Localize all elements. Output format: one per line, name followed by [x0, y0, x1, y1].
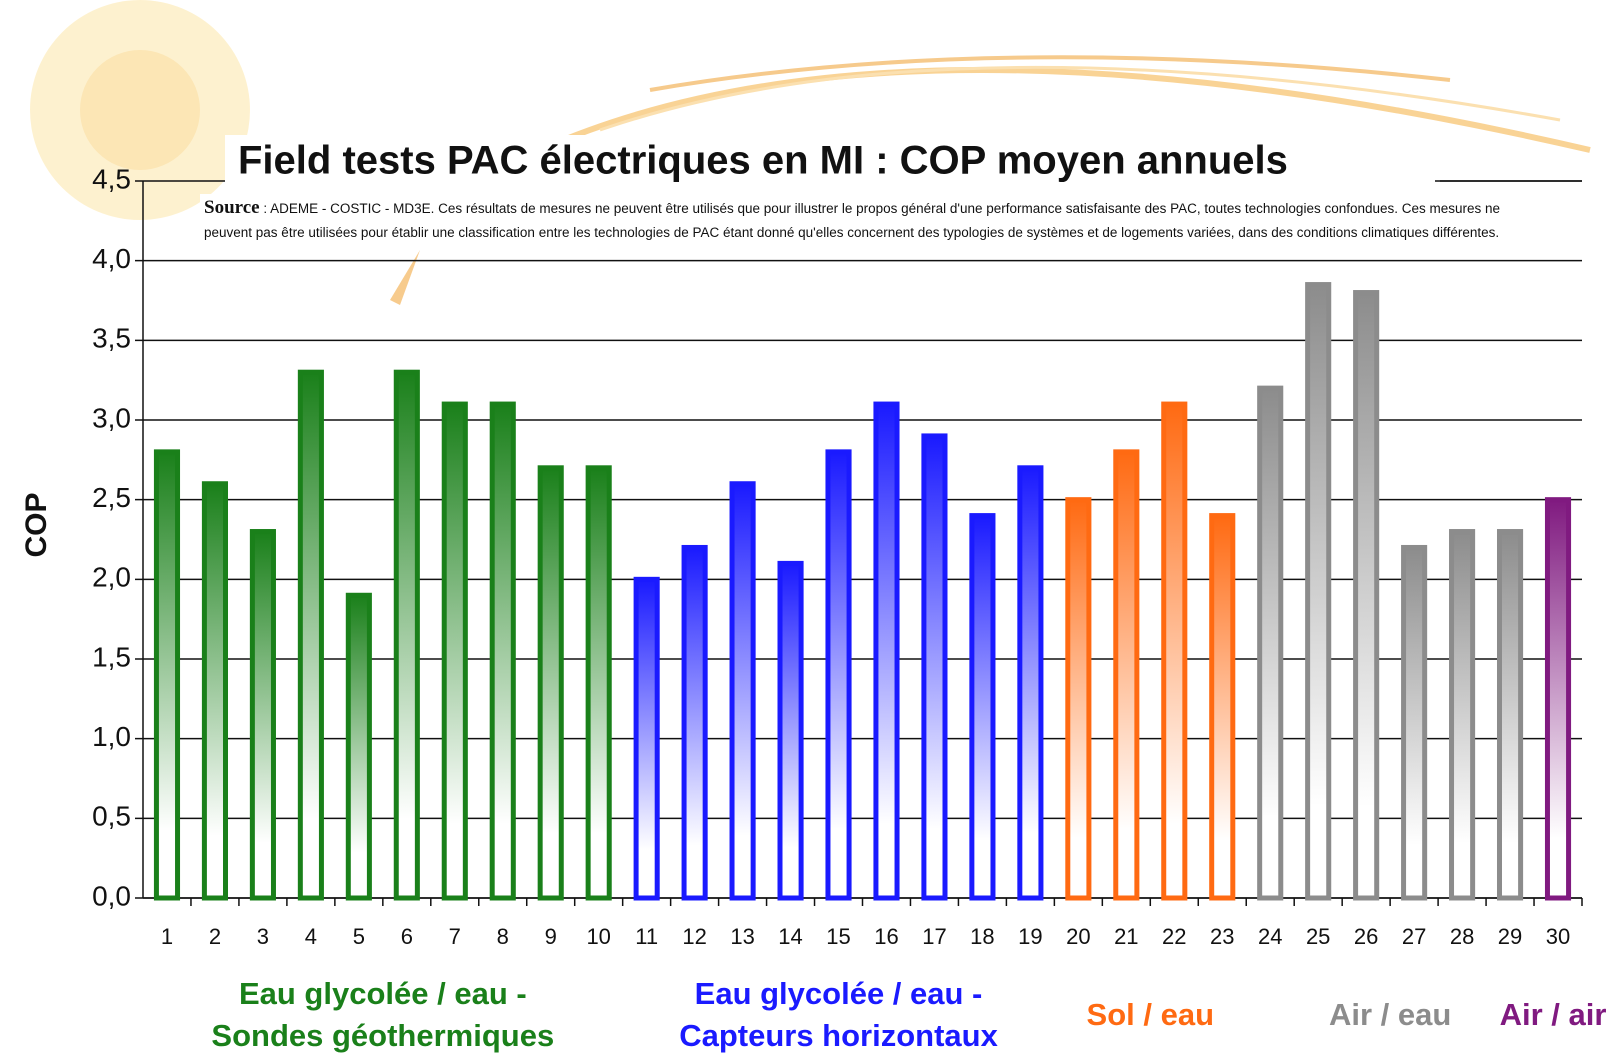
y-axis-label: COP	[20, 492, 53, 557]
y-tick-label: 1,5	[92, 641, 131, 672]
bar	[969, 513, 996, 901]
y-tick-label: 2,5	[92, 482, 131, 513]
y-tick-label: 2,0	[92, 562, 131, 593]
y-tick-label: 0,5	[92, 801, 131, 832]
x-tick-label: 6	[401, 924, 413, 949]
legend-label: Eau glycolée / eau - Sondes géothermique…	[211, 976, 555, 1053]
x-tick-label: 12	[682, 924, 706, 949]
decoration	[30, 0, 1591, 305]
bar	[1209, 513, 1236, 901]
bar	[1257, 385, 1284, 901]
bar	[777, 560, 804, 901]
y-tick-label: 4,5	[92, 163, 131, 194]
bar	[393, 369, 420, 901]
chart-title: Field tests PAC électriques en MI : COP …	[238, 139, 1288, 183]
y-tick-label: 3,5	[92, 323, 131, 354]
bar	[297, 369, 324, 901]
x-tick-label: 7	[449, 924, 461, 949]
x-tick-label: 14	[778, 924, 802, 949]
y-tick-label: 0,0	[92, 880, 131, 911]
x-tick-label: 17	[922, 924, 946, 949]
y-tick-label: 3,0	[92, 402, 131, 433]
legend-label: Air / eau	[1328, 997, 1452, 1032]
source-note: Source : ADEME - COSTIC - MD3E. Ces résu…	[200, 194, 1548, 247]
x-tick-label: 27	[1402, 924, 1426, 949]
x-tick-label: 24	[1258, 924, 1282, 949]
x-tick-label: 2	[209, 924, 221, 949]
bar	[1544, 497, 1572, 901]
bar	[537, 465, 564, 901]
title-backdrop	[225, 135, 1435, 190]
x-tick-label: 1	[161, 924, 173, 949]
bar	[1496, 529, 1524, 901]
y-tick-label: 1,0	[92, 721, 131, 752]
x-tick-label: 13	[730, 924, 754, 949]
legend-label: Eau glycolée / eau - Capteurs horizontau…	[679, 976, 998, 1053]
source-text: : ADEME - COSTIC - MD3E. Ces résultats d…	[204, 201, 1501, 240]
bar	[873, 401, 900, 901]
x-tick-label: 18	[970, 924, 994, 949]
x-tick-label: 8	[497, 924, 509, 949]
x-tick-label: 29	[1498, 924, 1522, 949]
bar	[1065, 497, 1092, 901]
source-label: Source	[204, 197, 260, 218]
legend-label: Sol / eau	[1086, 997, 1215, 1032]
bar	[681, 544, 708, 901]
x-tick-label: 5	[353, 924, 365, 949]
bar	[201, 481, 229, 901]
x-tick-label: 4	[305, 924, 317, 949]
bar	[1305, 282, 1332, 901]
bar	[1161, 401, 1188, 901]
bar	[153, 449, 181, 901]
bar	[921, 433, 948, 901]
x-tick-label: 20	[1066, 924, 1090, 949]
x-tick-label: 25	[1306, 924, 1330, 949]
bar	[729, 481, 756, 901]
bar	[1017, 465, 1044, 901]
legend-label: Air / air	[1499, 997, 1607, 1032]
x-tick-label: 15	[826, 924, 850, 949]
x-tick-label: 28	[1450, 924, 1474, 949]
x-tick-label: 22	[1162, 924, 1186, 949]
bar	[1113, 449, 1140, 901]
bar	[633, 576, 660, 901]
x-tick-label: 23	[1210, 924, 1234, 949]
bar	[249, 529, 276, 901]
bar	[585, 465, 612, 901]
bar	[1401, 544, 1428, 901]
x-tick-label: 3	[257, 924, 269, 949]
x-tick-label: 10	[586, 924, 610, 949]
x-tick-label: 30	[1546, 924, 1570, 949]
bar	[489, 401, 516, 901]
x-tick-label: 19	[1018, 924, 1042, 949]
x-tick-label: 11	[635, 924, 658, 949]
y-tick-label: 4,0	[92, 243, 131, 274]
bar	[1353, 290, 1380, 901]
x-tick-label: 16	[874, 924, 898, 949]
bar	[1449, 529, 1476, 901]
x-tick-label: 9	[545, 924, 557, 949]
bar	[825, 449, 852, 901]
x-tick-label: 26	[1354, 924, 1378, 949]
x-tick-label: 21	[1114, 924, 1138, 949]
bar	[441, 401, 468, 901]
bar	[345, 592, 372, 901]
